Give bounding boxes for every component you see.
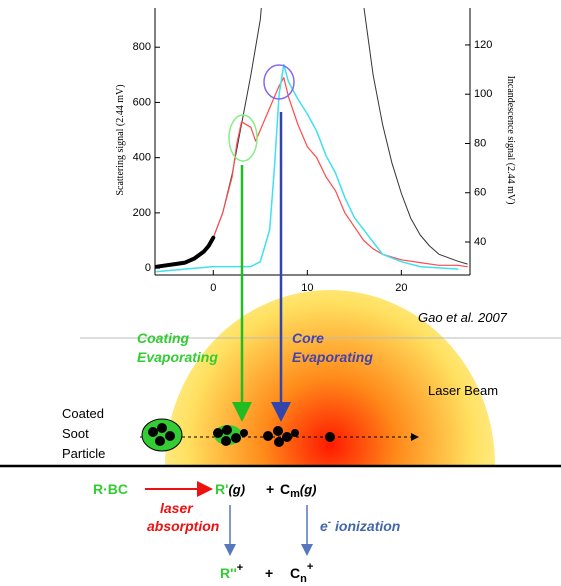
plot-area bbox=[155, 8, 468, 273]
y-tick-label: 0 bbox=[145, 262, 151, 274]
y-axis-label: Scattering signal (2.44 mV) bbox=[115, 84, 126, 195]
ion-sup: + bbox=[307, 561, 313, 573]
series-line bbox=[212, 77, 468, 268]
product-state: (g) bbox=[228, 482, 245, 497]
y2-tick-label: 100 bbox=[474, 88, 492, 100]
product-state: (g) bbox=[300, 482, 317, 497]
series-line bbox=[156, 63, 459, 273]
particle-label: Soot bbox=[62, 426, 89, 441]
particle-label: Coated bbox=[62, 406, 104, 421]
y2-tick-label: 60 bbox=[474, 187, 486, 199]
y-tick-label: 400 bbox=[133, 152, 151, 164]
soot-particles bbox=[148, 423, 335, 447]
plus: + bbox=[265, 565, 273, 581]
ion-sup: + bbox=[237, 562, 243, 574]
x-tick-label: 20 bbox=[395, 282, 407, 294]
annotation: Gao et al. 2007 bbox=[418, 310, 508, 325]
coating-label: Coating bbox=[137, 330, 190, 346]
product-base: R' bbox=[215, 481, 228, 497]
ion-base: R'' bbox=[220, 565, 237, 581]
plus: + bbox=[266, 481, 274, 497]
y2-axis-label: Incandescence signal (2.44 mV) bbox=[505, 76, 516, 205]
product-base: C bbox=[280, 481, 290, 497]
y-tick-label: 800 bbox=[133, 41, 151, 53]
coating-label: Evaporating bbox=[137, 349, 218, 365]
electron-sup: - bbox=[328, 517, 332, 528]
laser-beam-label: Laser Beam bbox=[428, 383, 498, 398]
ion-base: C bbox=[290, 565, 300, 581]
product-sub: m bbox=[290, 488, 300, 500]
core-label: Core bbox=[292, 330, 324, 346]
y-tick-label: 600 bbox=[133, 96, 151, 108]
product: R'(g) bbox=[215, 481, 245, 497]
y2-tick-label: 120 bbox=[474, 39, 492, 51]
ionization-label: e- ionization bbox=[320, 517, 400, 534]
ion: R''+ bbox=[220, 562, 243, 581]
process-label: absorption bbox=[147, 518, 219, 534]
coating-circle bbox=[228, 114, 258, 162]
coated-particle bbox=[141, 418, 183, 452]
y2-tick-label: 80 bbox=[474, 137, 486, 149]
ionization-text: ionization bbox=[331, 518, 400, 534]
series-line bbox=[212, 8, 468, 265]
product: Cm(g) bbox=[280, 481, 317, 500]
x-tick-label: 0 bbox=[210, 282, 216, 294]
particle-label: Particle bbox=[62, 446, 105, 461]
core-circle bbox=[263, 64, 295, 100]
process-label: laser bbox=[160, 500, 194, 516]
y2-tick-label: 40 bbox=[474, 236, 486, 248]
series-line bbox=[155, 235, 216, 269]
chart: 0 200 400 600 800 40 60 80 100 120 0 10 20 Scattering… bbox=[115, 8, 516, 325]
electron: e bbox=[320, 518, 328, 534]
y-tick-label: 200 bbox=[133, 207, 151, 219]
reactant: R·BC bbox=[93, 481, 128, 497]
x-tick-label: 10 bbox=[301, 282, 313, 294]
ion: Cn+ bbox=[290, 561, 313, 585]
ion-sub: n bbox=[300, 573, 307, 585]
core-label: Evaporating bbox=[292, 349, 373, 365]
